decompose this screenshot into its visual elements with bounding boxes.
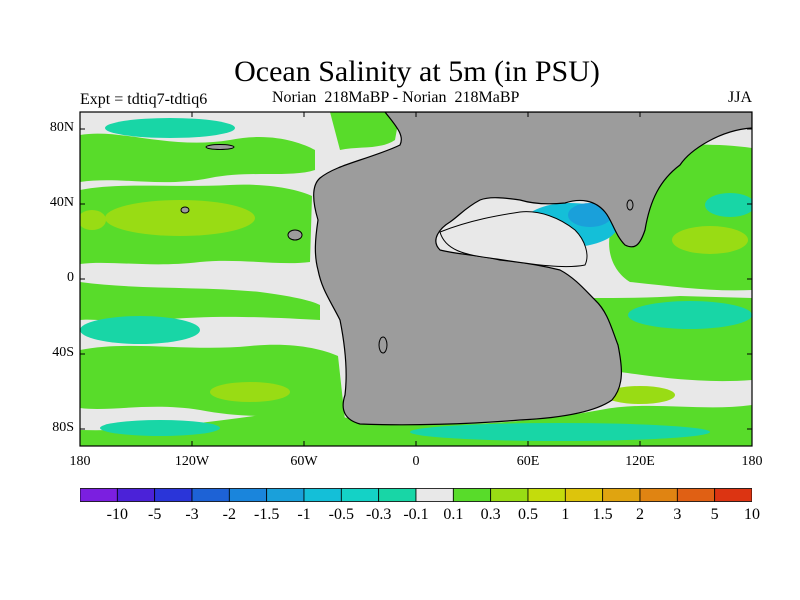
salinity-patch-arctic [105,118,235,138]
colorbar-label: -5 [147,506,162,523]
lon-label: 120E [625,454,655,469]
lon-label: 120W [174,454,210,469]
colorbar-swatch [676,488,716,502]
colorbar-swatch [116,488,156,502]
inland-sea [439,211,588,268]
salinity-band-equatorial [80,282,320,322]
colorbar-label: -3 [185,506,199,523]
colorbar-swatch [602,488,641,502]
colorbar-swatch [191,488,230,502]
lon-label: 60E [516,454,540,469]
lat-label: 80S [52,420,74,435]
salinity-patch-southeast [628,301,752,329]
colorbar-swatch [527,488,566,502]
colorbar [80,488,752,502]
colorbar-label: 0.1 [443,506,464,523]
salinity-patch-south-east [605,386,675,404]
lon-label: 60W [290,454,318,469]
colorbar-label: 0.3 [480,506,501,523]
colorbar-label: 3 [673,506,682,523]
colorbar-label: -2 [222,506,236,523]
island [205,144,235,150]
salinity-patch-circumpolar [410,423,710,441]
salinity-patch-far-south [100,420,220,436]
lat-label: 40S [52,345,74,360]
experiment-label: Expt = tdtiq7-tdtiq6 [80,91,208,108]
colorbar-swatch [490,488,529,502]
colorbar-swatch [154,488,193,502]
period-label: Norian 218MaBP - Norian 218MaBP [272,89,520,106]
colorbar-label: 1.5 [592,506,613,523]
colorbar-label: -0.3 [365,506,392,523]
salinity-patch-west [80,210,106,230]
lat-label: 0 [67,270,74,285]
colorbar-swatch [378,488,417,502]
salinity-patch-pacific-high [105,200,255,236]
colorbar-swatch [228,488,268,502]
colorbar-label: -0.1 [403,506,429,523]
lat-label: 40N [49,195,74,210]
colorbar-label: 10 [744,506,760,523]
island [626,199,634,211]
colorbar-label: -1 [297,506,311,523]
salinity-band-atlantic-north [330,112,400,150]
colorbar-swatch [564,488,604,502]
island [180,206,190,214]
plot-title: Ocean Salinity at 5m (in PSU) [234,55,600,88]
pangaea-landmass [313,112,752,426]
axis-ticks [79,112,753,446]
salinity-patch-northeast [705,193,752,217]
salinity-band-north [80,133,315,183]
salinity-band-south-pacific [80,344,345,420]
colorbar-swatch [303,488,342,502]
colorbar-swatch [714,488,752,502]
colorbar-label: -0.5 [328,506,354,523]
lat-label: 80N [49,120,74,135]
colorbar-label: 1 [561,506,570,523]
season-label: JJA [727,89,752,106]
salinity-patch-south [210,382,290,402]
colorbar-swatch [266,488,305,502]
island [287,229,303,241]
lon-label: 180 [741,454,763,469]
colorbar-label: -10 [106,506,128,523]
colorbar-swatch [415,488,454,502]
colorbar-swatch [80,488,118,502]
salinity-patch-tethys-core [568,203,612,227]
lon-label: 180 [69,454,91,469]
colorbar-label: 2 [636,506,644,523]
colorbar-swatch [340,488,380,502]
colorbar-label: -1.5 [253,506,280,523]
lon-label: 0 [412,454,420,469]
island [378,336,388,354]
colorbar-label: 5 [710,506,719,523]
colorbar-swatch [452,488,492,502]
salinity-patch-southwest [80,316,200,344]
salinity-patch-east [672,226,748,254]
colorbar-label: 0.5 [518,506,538,523]
colorbar-swatch [639,488,678,502]
